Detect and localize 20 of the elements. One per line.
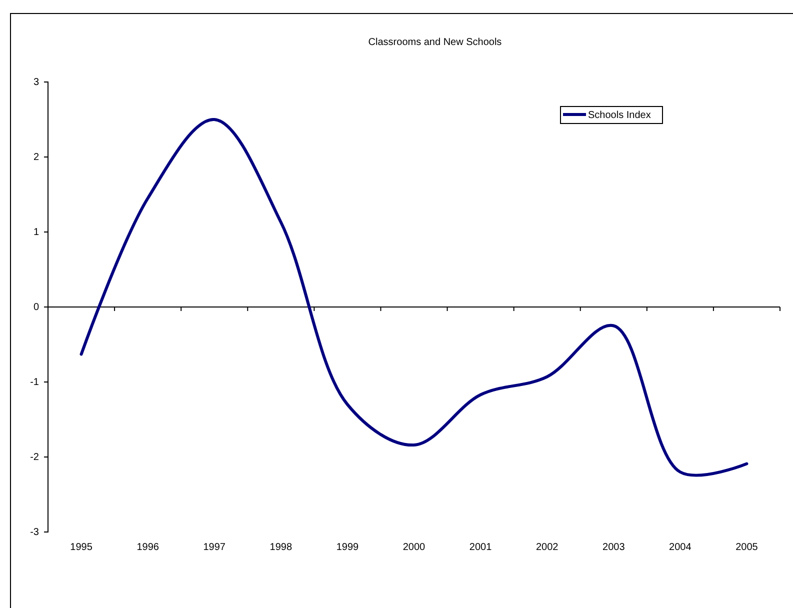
x-tick-label: 1998 bbox=[270, 542, 292, 554]
x-tick-label: 1996 bbox=[136, 542, 160, 554]
x-tick-label: 2003 bbox=[602, 542, 626, 554]
x-tick-label: 1995 bbox=[70, 542, 93, 554]
x-tick-label: 2005 bbox=[736, 542, 758, 554]
x-tick-label: 1997 bbox=[203, 542, 226, 554]
y-tick-label: -2 bbox=[30, 452, 40, 464]
x-tick-label: 2001 bbox=[469, 542, 492, 554]
legend-label: Schools Index bbox=[588, 110, 651, 121]
y-tick-label: 3 bbox=[33, 77, 40, 88]
y-tick-label: -3 bbox=[30, 527, 40, 538]
x-tick-label: 2004 bbox=[669, 542, 692, 554]
y-tick-label: -1 bbox=[30, 377, 40, 388]
chart-title: Classrooms and New Schools bbox=[368, 37, 502, 48]
y-tick-label: 1 bbox=[33, 227, 40, 238]
y-tick-label: 0 bbox=[33, 302, 40, 314]
x-tick-label: 1999 bbox=[336, 542, 360, 554]
x-tick-label: 2002 bbox=[536, 542, 559, 554]
y-tick-label: 2 bbox=[33, 152, 40, 164]
x-tick-label: 2000 bbox=[402, 542, 426, 554]
